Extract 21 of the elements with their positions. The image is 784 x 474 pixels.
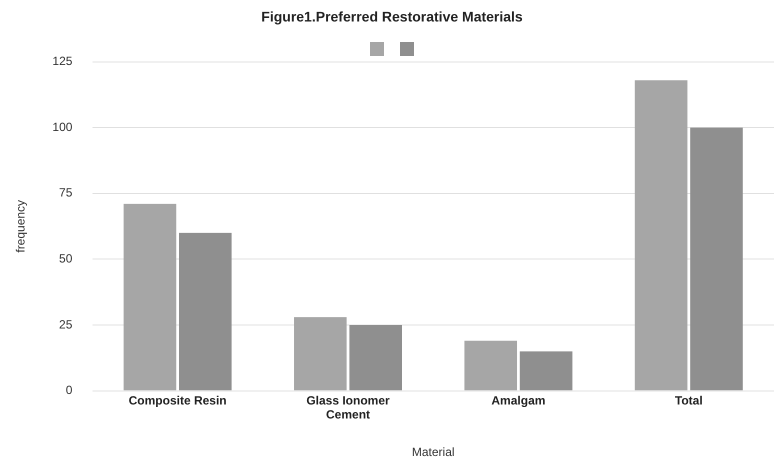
y-tick-label: 75 bbox=[59, 186, 73, 200]
bar bbox=[520, 351, 572, 390]
bar bbox=[124, 204, 176, 390]
x-tick-label: Composite Resin bbox=[128, 393, 227, 408]
y-tick-label: 100 bbox=[52, 120, 73, 134]
y-tick-label: 25 bbox=[59, 317, 73, 332]
bar bbox=[634, 80, 688, 390]
bar bbox=[179, 232, 232, 390]
y-tick-label: 125 bbox=[52, 54, 73, 68]
bar bbox=[690, 128, 743, 390]
x-tick-label: Amalgam bbox=[491, 393, 546, 408]
y-axis-title: frequency bbox=[14, 200, 28, 253]
x-axis-title: Material bbox=[412, 445, 455, 460]
y-tick-label: 0 bbox=[66, 383, 73, 398]
bar bbox=[294, 317, 347, 390]
y-tick-label: 50 bbox=[59, 252, 73, 266]
bar bbox=[464, 340, 518, 390]
x-tick-label: Glass Ionomer Cement bbox=[306, 393, 390, 422]
chart-title: Figure1.Preferred Restorative Materials bbox=[261, 8, 523, 24]
x-tick-label: Total bbox=[674, 393, 703, 408]
bar bbox=[349, 325, 402, 390]
